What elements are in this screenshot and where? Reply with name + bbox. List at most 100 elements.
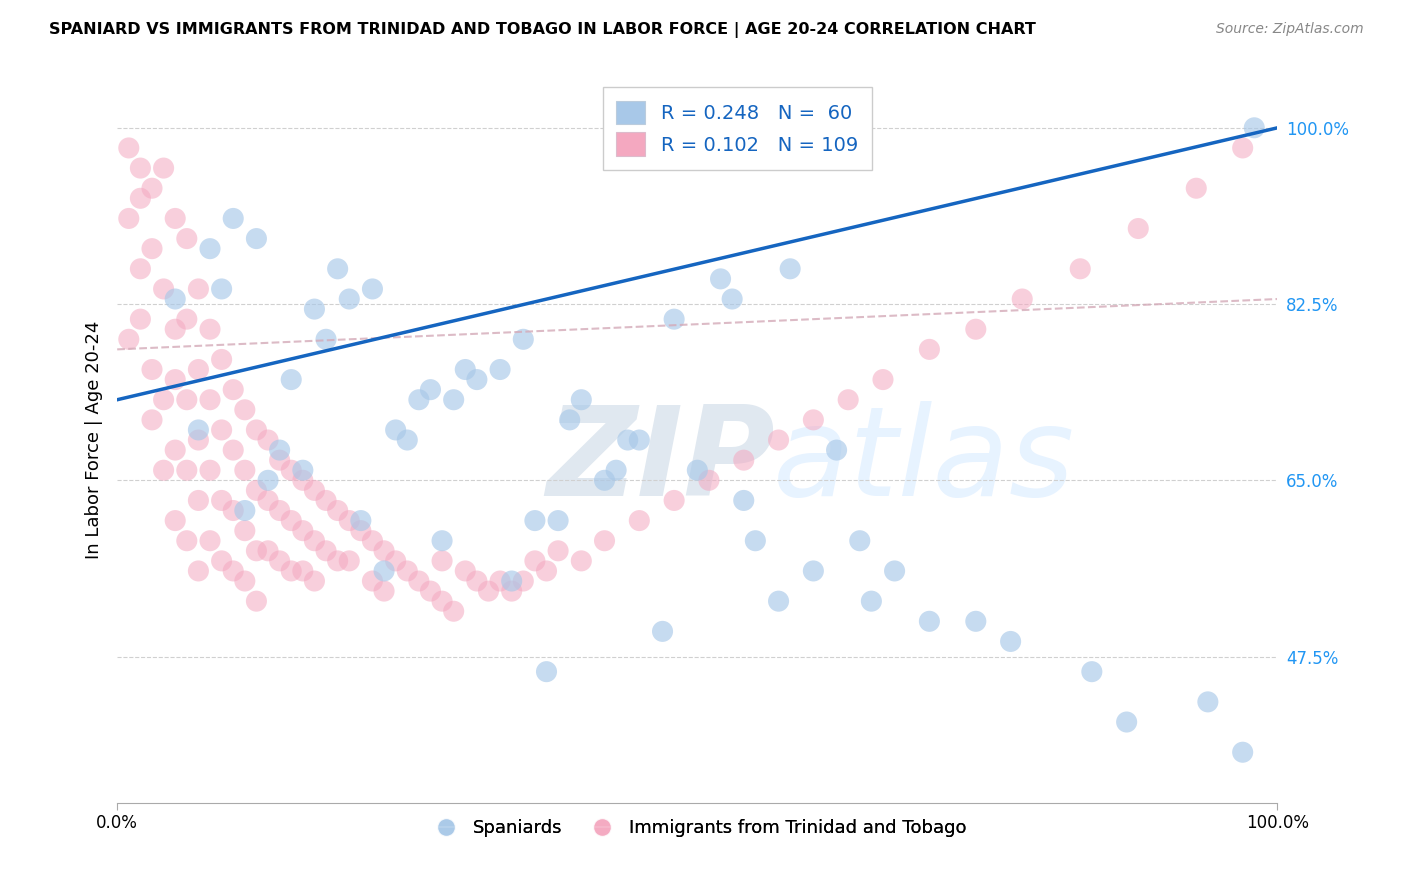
Point — [269, 503, 291, 517]
Text: SPANIARD VS IMMIGRANTS FROM TRINIDAD AND TOBAGO IN LABOR FORCE | AGE 20-24 CORRE: SPANIARD VS IMMIGRANTS FROM TRINIDAD AND… — [49, 22, 1036, 38]
Point — [141, 242, 163, 256]
Point — [523, 554, 546, 568]
Point — [1000, 634, 1022, 648]
Point — [152, 282, 174, 296]
Point — [662, 493, 685, 508]
Point — [373, 564, 395, 578]
Point — [443, 392, 465, 407]
Point — [257, 543, 280, 558]
Point — [454, 362, 477, 376]
Point — [233, 463, 256, 477]
Point — [337, 514, 360, 528]
Point — [269, 554, 291, 568]
Point — [408, 574, 430, 588]
Point — [825, 443, 848, 458]
Point — [165, 443, 187, 458]
Point — [651, 624, 673, 639]
Point — [141, 181, 163, 195]
Point — [165, 373, 187, 387]
Point — [165, 211, 187, 226]
Point — [501, 574, 523, 588]
Point — [187, 282, 209, 296]
Point — [176, 231, 198, 245]
Point — [558, 413, 581, 427]
Point — [315, 543, 337, 558]
Point — [837, 392, 859, 407]
Point — [396, 564, 419, 578]
Point — [176, 312, 198, 326]
Point — [233, 402, 256, 417]
Point — [211, 282, 233, 296]
Point — [1197, 695, 1219, 709]
Point — [198, 533, 221, 548]
Point — [269, 443, 291, 458]
Point — [245, 594, 267, 608]
Point — [326, 261, 349, 276]
Point — [430, 554, 453, 568]
Point — [187, 362, 209, 376]
Point — [141, 413, 163, 427]
Y-axis label: In Labor Force | Age 20-24: In Labor Force | Age 20-24 — [86, 321, 103, 559]
Point — [291, 564, 314, 578]
Point — [280, 564, 302, 578]
Point — [118, 141, 141, 155]
Point — [245, 231, 267, 245]
Point — [176, 463, 198, 477]
Point — [198, 322, 221, 336]
Point — [779, 261, 801, 276]
Point — [129, 312, 152, 326]
Point — [152, 463, 174, 477]
Point — [222, 503, 245, 517]
Point — [1232, 745, 1254, 759]
Point — [198, 392, 221, 407]
Point — [569, 392, 592, 407]
Point — [616, 433, 638, 447]
Point — [430, 533, 453, 548]
Point — [686, 463, 709, 477]
Point — [257, 493, 280, 508]
Point — [1128, 221, 1150, 235]
Point — [512, 574, 534, 588]
Point — [1232, 141, 1254, 155]
Point — [187, 423, 209, 437]
Point — [709, 272, 731, 286]
Point — [304, 533, 326, 548]
Point — [419, 584, 441, 599]
Point — [280, 373, 302, 387]
Point — [733, 493, 755, 508]
Point — [291, 473, 314, 487]
Point — [396, 433, 419, 447]
Point — [233, 503, 256, 517]
Point — [918, 343, 941, 357]
Point — [465, 574, 488, 588]
Point — [304, 574, 326, 588]
Point — [744, 533, 766, 548]
Point — [326, 503, 349, 517]
Point — [361, 574, 384, 588]
Text: ZIP: ZIP — [547, 401, 775, 523]
Point — [280, 514, 302, 528]
Point — [768, 433, 790, 447]
Point — [628, 433, 651, 447]
Point — [872, 373, 894, 387]
Point — [361, 282, 384, 296]
Point — [801, 564, 824, 578]
Point — [129, 191, 152, 205]
Point — [291, 524, 314, 538]
Point — [211, 493, 233, 508]
Point — [1115, 714, 1137, 729]
Point — [733, 453, 755, 467]
Point — [222, 383, 245, 397]
Point — [257, 473, 280, 487]
Point — [118, 211, 141, 226]
Point — [569, 554, 592, 568]
Point — [477, 584, 499, 599]
Point — [849, 533, 872, 548]
Point — [165, 322, 187, 336]
Point — [523, 514, 546, 528]
Point — [721, 292, 744, 306]
Point — [965, 615, 987, 629]
Point — [222, 564, 245, 578]
Point — [337, 292, 360, 306]
Point — [211, 352, 233, 367]
